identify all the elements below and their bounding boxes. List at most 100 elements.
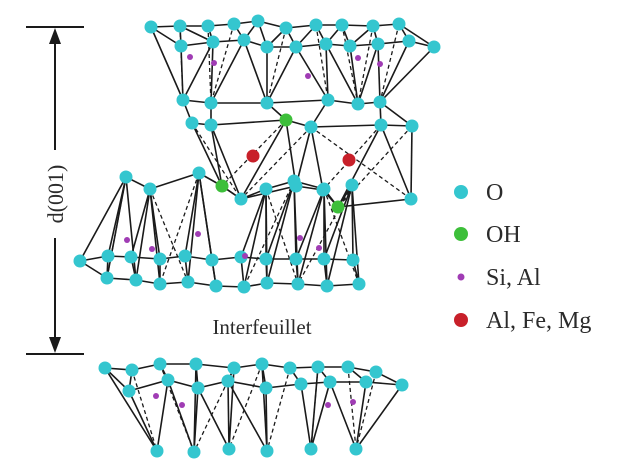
hidden-bond — [240, 126, 312, 200]
oxygen-atom — [283, 361, 297, 375]
middle-tetrahedron-bond — [79, 176, 127, 262]
top-tetrahedron-bond — [150, 26, 184, 101]
oxygen-atom — [174, 39, 188, 53]
oxygen-atom — [178, 249, 192, 263]
al-fe-mg-atom — [342, 153, 356, 167]
bottom-tetrahedron-bond — [355, 384, 403, 450]
oxygen-atom — [119, 170, 133, 184]
legend-label-al-fe-mg: Al, Fe, Mg — [486, 308, 591, 334]
top-tetrahedron-bond — [210, 41, 214, 104]
legend-al-fe-mg-atom-icon — [454, 313, 468, 327]
oxygen-atom — [395, 378, 409, 392]
oxygen-atom — [189, 357, 203, 371]
middle-tetrahedron-bond — [130, 188, 151, 258]
middle-tetrahedron-bond — [240, 188, 267, 258]
octahedron-bond — [210, 124, 242, 200]
oxygen-atom — [153, 277, 167, 291]
oxygen-atom — [173, 19, 187, 33]
si-al-atom — [325, 402, 331, 408]
oxygen-atom — [373, 95, 387, 109]
d001-label-background — [40, 150, 70, 238]
middle-tetrahedron-bond — [184, 172, 200, 257]
middle-tetrahedron-bond — [243, 188, 267, 288]
oxygen-atom — [404, 192, 418, 206]
oxygen-atom — [125, 363, 139, 377]
si-al-atom — [297, 235, 303, 241]
hidden-bond — [297, 184, 353, 285]
top-tetrahedron-bond — [357, 43, 379, 105]
bottom-tetrahedron-bond — [227, 380, 268, 452]
si-al-atom — [305, 73, 311, 79]
oxygen-atom — [185, 116, 199, 130]
hidden-bond — [266, 367, 291, 452]
si-al-atom — [153, 393, 159, 399]
octahedral-upper-bond — [210, 119, 287, 126]
oxygen-atom — [335, 18, 349, 32]
oxygen-atom — [259, 252, 273, 266]
oxygen-atom — [317, 182, 331, 196]
hidden-bond — [265, 188, 299, 285]
hidden-bond — [337, 125, 413, 208]
oxygen-atom — [237, 33, 251, 47]
oxygen-atom — [143, 182, 157, 196]
top-tetrahedron-bond — [379, 40, 410, 103]
oxygen-atom — [319, 37, 333, 51]
oxygen-atom — [144, 20, 158, 34]
oxygen-atom — [366, 19, 380, 33]
bottom-tetrahedron-bond — [128, 390, 158, 452]
bottom-tetrahedron-bond — [310, 366, 319, 450]
hidden-bond — [355, 371, 377, 450]
hidden-bond — [357, 25, 374, 105]
si-al-atom — [350, 399, 356, 405]
top-tetrahedron-bond — [325, 43, 359, 105]
oxygen-atom — [201, 19, 215, 33]
legend: O OH Si, Al Al, Fe, Mg — [454, 180, 591, 334]
top-tetrahedron-bond — [295, 46, 329, 101]
oxygen-atom — [304, 442, 318, 456]
oxygen-atom — [122, 384, 136, 398]
oxygen-atom — [289, 252, 303, 266]
octahedral-upper-bond — [310, 124, 382, 128]
oxygen-atom — [320, 279, 334, 293]
oxygen-atom — [206, 35, 220, 49]
legend-oh-group-icon — [454, 227, 468, 241]
octahedron-bond — [210, 124, 223, 187]
oxygen-atom — [187, 445, 201, 459]
middle-tetrahedron-bond — [187, 172, 200, 283]
oxygen-atom — [227, 361, 241, 375]
apical-bond — [149, 172, 200, 190]
hidden-bond — [131, 369, 158, 452]
top-tetrahedron-bond — [325, 43, 329, 101]
oxygen-atom — [323, 375, 337, 389]
oxygen-atom — [321, 93, 335, 107]
octahedron-bond — [379, 101, 413, 127]
hidden-bond — [379, 23, 400, 103]
middle-tetrahedron-bond — [297, 188, 325, 285]
middle-tetrahedron-bond — [295, 188, 325, 260]
top-tetrahedron-bond — [210, 39, 245, 104]
hidden-bond — [179, 25, 184, 101]
octahedron-bond — [380, 124, 412, 200]
top-tetrahedron-bond — [266, 46, 297, 104]
oxygen-atom — [237, 280, 251, 294]
hidden-bond — [323, 188, 360, 285]
hidden-bond — [191, 122, 242, 200]
oxygen-atom — [259, 182, 273, 196]
oxygen-atom — [161, 373, 175, 387]
atoms — [73, 14, 441, 459]
d001-label: d(001) — [43, 165, 68, 224]
middle-tetrahedron-bond — [125, 176, 137, 281]
middle-tetrahedron-bond — [149, 188, 161, 285]
oxygen-atom — [150, 444, 164, 458]
top-tetrahedron-bond — [182, 41, 214, 101]
interlayer-label: Interfeuillet — [212, 315, 311, 339]
top-tetrahedron-bond — [243, 39, 268, 104]
legend-label-o: O — [486, 180, 503, 206]
oxygen-atom — [260, 96, 274, 110]
oxygen-atom — [209, 279, 223, 293]
middle-tetrahedron-bond — [323, 188, 328, 287]
oxygen-atom — [153, 252, 167, 266]
si-al-atom — [195, 231, 201, 237]
si-al-atom — [355, 55, 361, 61]
oxygen-atom — [98, 361, 112, 375]
